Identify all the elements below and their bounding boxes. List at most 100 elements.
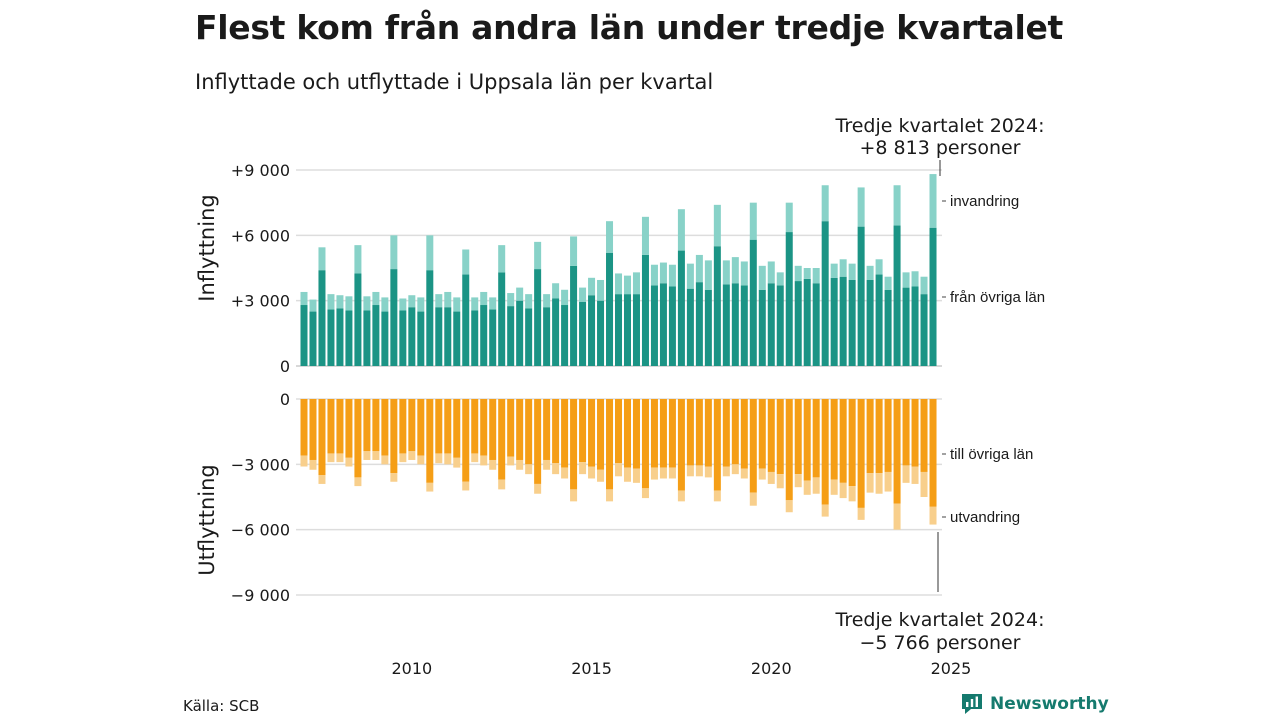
bar-till-ovriga-lan — [588, 399, 596, 467]
bar-utvandring — [543, 459, 551, 470]
bar-fran-ovriga-lan — [893, 225, 901, 366]
bar-utvandring — [695, 465, 703, 477]
bar-utvandring — [740, 468, 748, 479]
page-subtitle: Inflyttade och utflyttade i Uppsala län … — [195, 70, 714, 94]
bar-till-ovriga-lan — [920, 399, 928, 472]
bar-invandring — [650, 264, 658, 286]
bar-invandring — [390, 235, 398, 270]
y-tick-label-bottom: −6 000 — [231, 521, 290, 540]
bar-till-ovriga-lan — [686, 399, 694, 466]
bar-fran-ovriga-lan — [803, 278, 811, 366]
bar-utvandring — [731, 464, 739, 475]
bar-invandring — [821, 185, 829, 222]
bar-till-ovriga-lan — [372, 399, 380, 452]
bar-utvandring — [749, 492, 757, 506]
bar-till-ovriga-lan — [507, 399, 515, 457]
bar-fran-ovriga-lan — [920, 294, 928, 366]
bar-till-ovriga-lan — [731, 399, 739, 465]
bar-fran-ovriga-lan — [381, 311, 389, 366]
bar-utvandring — [390, 473, 398, 482]
bar-invandring — [336, 295, 344, 309]
bar-invandring — [525, 294, 533, 309]
bar-till-ovriga-lan — [866, 399, 874, 474]
bar-till-ovriga-lan — [327, 399, 335, 454]
bar-utvandring — [641, 488, 649, 499]
bar-fran-ovriga-lan — [911, 286, 919, 366]
bar-fran-ovriga-lan — [480, 305, 488, 366]
bar-invandring — [417, 297, 425, 312]
bar-utvandring — [857, 507, 865, 520]
bar-invandring — [597, 279, 605, 301]
bar-invandring — [372, 291, 380, 306]
bar-till-ovriga-lan — [525, 399, 533, 465]
annotation-bottom-line1: Tredje kvartalet 2024: — [835, 609, 1045, 631]
bar-till-ovriga-lan — [417, 399, 425, 456]
bar-invandring — [489, 297, 497, 310]
bar-utvandring — [623, 467, 631, 482]
bar-fran-ovriga-lan — [776, 285, 784, 366]
bar-invandring — [381, 297, 389, 312]
bar-invandring — [713, 204, 721, 247]
bar-till-ovriga-lan — [309, 399, 317, 460]
bar-invandring — [875, 259, 883, 275]
bar-till-ovriga-lan — [848, 399, 856, 487]
bar-fran-ovriga-lan — [740, 285, 748, 366]
bar-fran-ovriga-lan — [659, 283, 667, 366]
bar-utvandring — [686, 465, 694, 477]
bar-utvandring — [929, 506, 937, 525]
bar-utvandring — [776, 474, 784, 489]
bar-till-ovriga-lan — [722, 399, 730, 467]
bar-invandring — [498, 245, 506, 273]
y-tick-label-bottom: 0 — [280, 390, 290, 409]
bar-invandring — [848, 263, 856, 280]
bar-invandring — [552, 283, 560, 299]
bar-utvandring — [902, 465, 910, 483]
bar-fran-ovriga-lan — [372, 305, 380, 366]
bar-fran-ovriga-lan — [561, 305, 569, 366]
bar-till-ovriga-lan — [821, 399, 829, 505]
bar-invandring — [920, 276, 928, 295]
bar-fran-ovriga-lan — [552, 298, 560, 366]
bar-fran-ovriga-lan — [543, 307, 551, 366]
bar-fran-ovriga-lan — [623, 294, 631, 366]
bar-invandring — [704, 260, 712, 290]
bar-till-ovriga-lan — [516, 399, 524, 460]
bar-invandring — [902, 272, 910, 288]
bar-invandring — [480, 291, 488, 306]
bar-till-ovriga-lan — [911, 399, 919, 467]
bar-fran-ovriga-lan — [318, 270, 326, 366]
bar-fran-ovriga-lan — [462, 274, 470, 366]
bar-fran-ovriga-lan — [677, 250, 685, 366]
bar-fran-ovriga-lan — [588, 295, 596, 366]
y-tick-label-bottom: −9 000 — [231, 586, 290, 605]
bar-utvandring — [534, 483, 542, 494]
bar-utvandring — [444, 453, 452, 465]
y-tick-label-top: +6 000 — [231, 226, 290, 245]
bar-invandring — [345, 296, 353, 311]
bar-till-ovriga-lan — [776, 399, 784, 475]
bar-invandring — [686, 263, 694, 289]
bar-fran-ovriga-lan — [650, 285, 658, 366]
bar-invandring — [615, 273, 623, 295]
bar-invandring — [857, 187, 865, 227]
annotation-bottom-line2: −5 766 personer — [860, 632, 1021, 654]
bar-fran-ovriga-lan — [857, 226, 865, 366]
bar-utvandring — [372, 451, 380, 460]
bar-till-ovriga-lan — [767, 399, 775, 472]
bar-invandring — [534, 241, 542, 270]
bar-utvandring — [426, 482, 434, 492]
bar-invandring — [444, 291, 452, 308]
bar-till-ovriga-lan — [345, 399, 353, 458]
x-tick-label: 2020 — [751, 659, 792, 678]
bar-utvandring — [659, 467, 667, 479]
bar-invandring — [740, 261, 748, 286]
bar-till-ovriga-lan — [615, 399, 623, 464]
bar-till-ovriga-lan — [623, 399, 631, 468]
bar-invandring — [722, 260, 730, 285]
source-note: Källa: SCB — [183, 697, 260, 715]
bar-utvandring — [794, 474, 802, 488]
bar-invandring — [830, 263, 838, 278]
bar-till-ovriga-lan — [875, 399, 883, 474]
bar-utvandring — [507, 456, 515, 466]
bar-utvandring — [561, 467, 569, 479]
